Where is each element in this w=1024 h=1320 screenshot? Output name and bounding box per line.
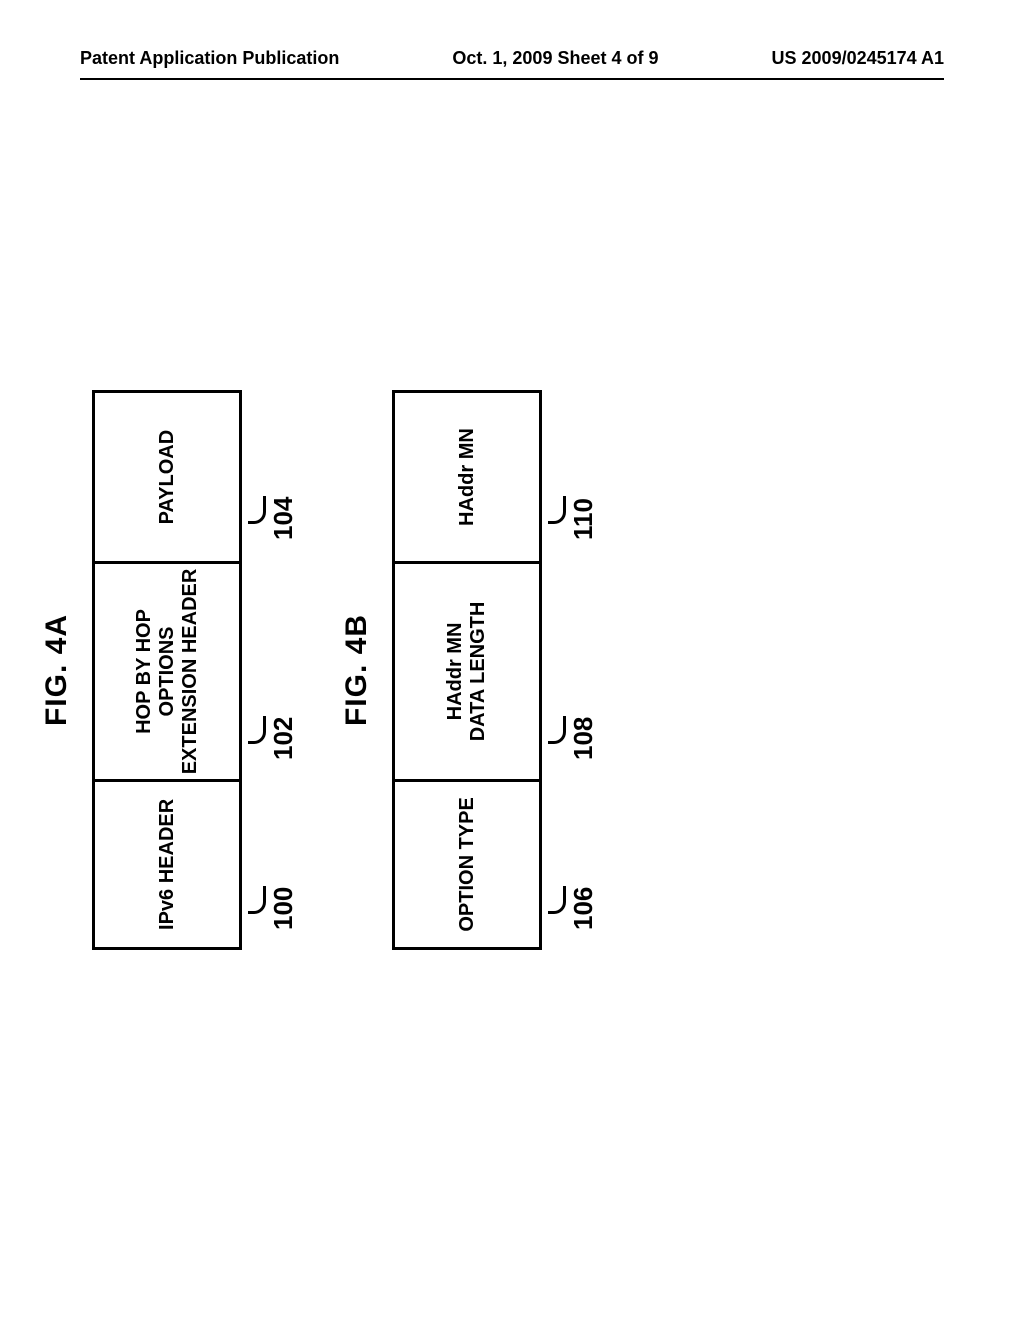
box-hop-by-hop: HOP BY HOP OPTIONSEXTENSION HEADER <box>95 561 239 779</box>
header-left: Patent Application Publication <box>80 48 339 69</box>
ref-slot-106: 106 <box>548 780 606 950</box>
box-haddr-mn: HAddr MN <box>395 393 539 561</box>
tick-icon <box>248 716 266 744</box>
diagram-area: FIG. 4A IPv6 HEADER HOP BY HOP OPTIONSEX… <box>40 390 910 950</box>
fig-4b-title: FIG. 4B <box>340 390 374 950</box>
fig-4a-title: FIG. 4A <box>40 390 74 950</box>
box-ipv6-header: IPv6 HEADER <box>95 779 239 947</box>
fig-4b-refs: 106 108 110 <box>548 390 606 950</box>
fig-4b-boxes: OPTION TYPE HAddr MNDATA LENGTH HAddr MN <box>392 390 542 950</box>
ref-106: 106 <box>568 887 599 930</box>
ref-104: 104 <box>268 497 299 540</box>
figure-4b: FIG. 4B OPTION TYPE HAddr MNDATA LENGTH … <box>340 390 606 950</box>
tick-icon <box>548 886 566 914</box>
box-haddr-length: HAddr MNDATA LENGTH <box>395 561 539 779</box>
ref-100: 100 <box>268 887 299 930</box>
header-rule <box>80 78 944 80</box>
tick-icon <box>548 716 566 744</box>
ref-slot-100: 100 <box>248 780 306 950</box>
header-right: US 2009/0245174 A1 <box>772 48 944 69</box>
box-option-type: OPTION TYPE <box>395 779 539 947</box>
box-payload: PAYLOAD <box>95 393 239 561</box>
figure-4a: FIG. 4A IPv6 HEADER HOP BY HOP OPTIONSEX… <box>40 390 306 950</box>
fig-4a-refs: 100 102 104 <box>248 390 306 950</box>
tick-icon <box>548 496 566 524</box>
ref-108: 108 <box>568 717 599 760</box>
header-center: Oct. 1, 2009 Sheet 4 of 9 <box>452 48 658 69</box>
ref-slot-108: 108 <box>548 560 606 780</box>
ref-110: 110 <box>568 498 599 540</box>
ref-slot-104: 104 <box>248 390 306 560</box>
tick-icon <box>248 886 266 914</box>
page-header: Patent Application Publication Oct. 1, 2… <box>0 48 1024 69</box>
ref-slot-110: 110 <box>548 390 606 560</box>
fig-4a-boxes: IPv6 HEADER HOP BY HOP OPTIONSEXTENSION … <box>92 390 242 950</box>
ref-102: 102 <box>268 717 299 760</box>
ref-slot-102: 102 <box>248 560 306 780</box>
tick-icon <box>248 496 266 524</box>
